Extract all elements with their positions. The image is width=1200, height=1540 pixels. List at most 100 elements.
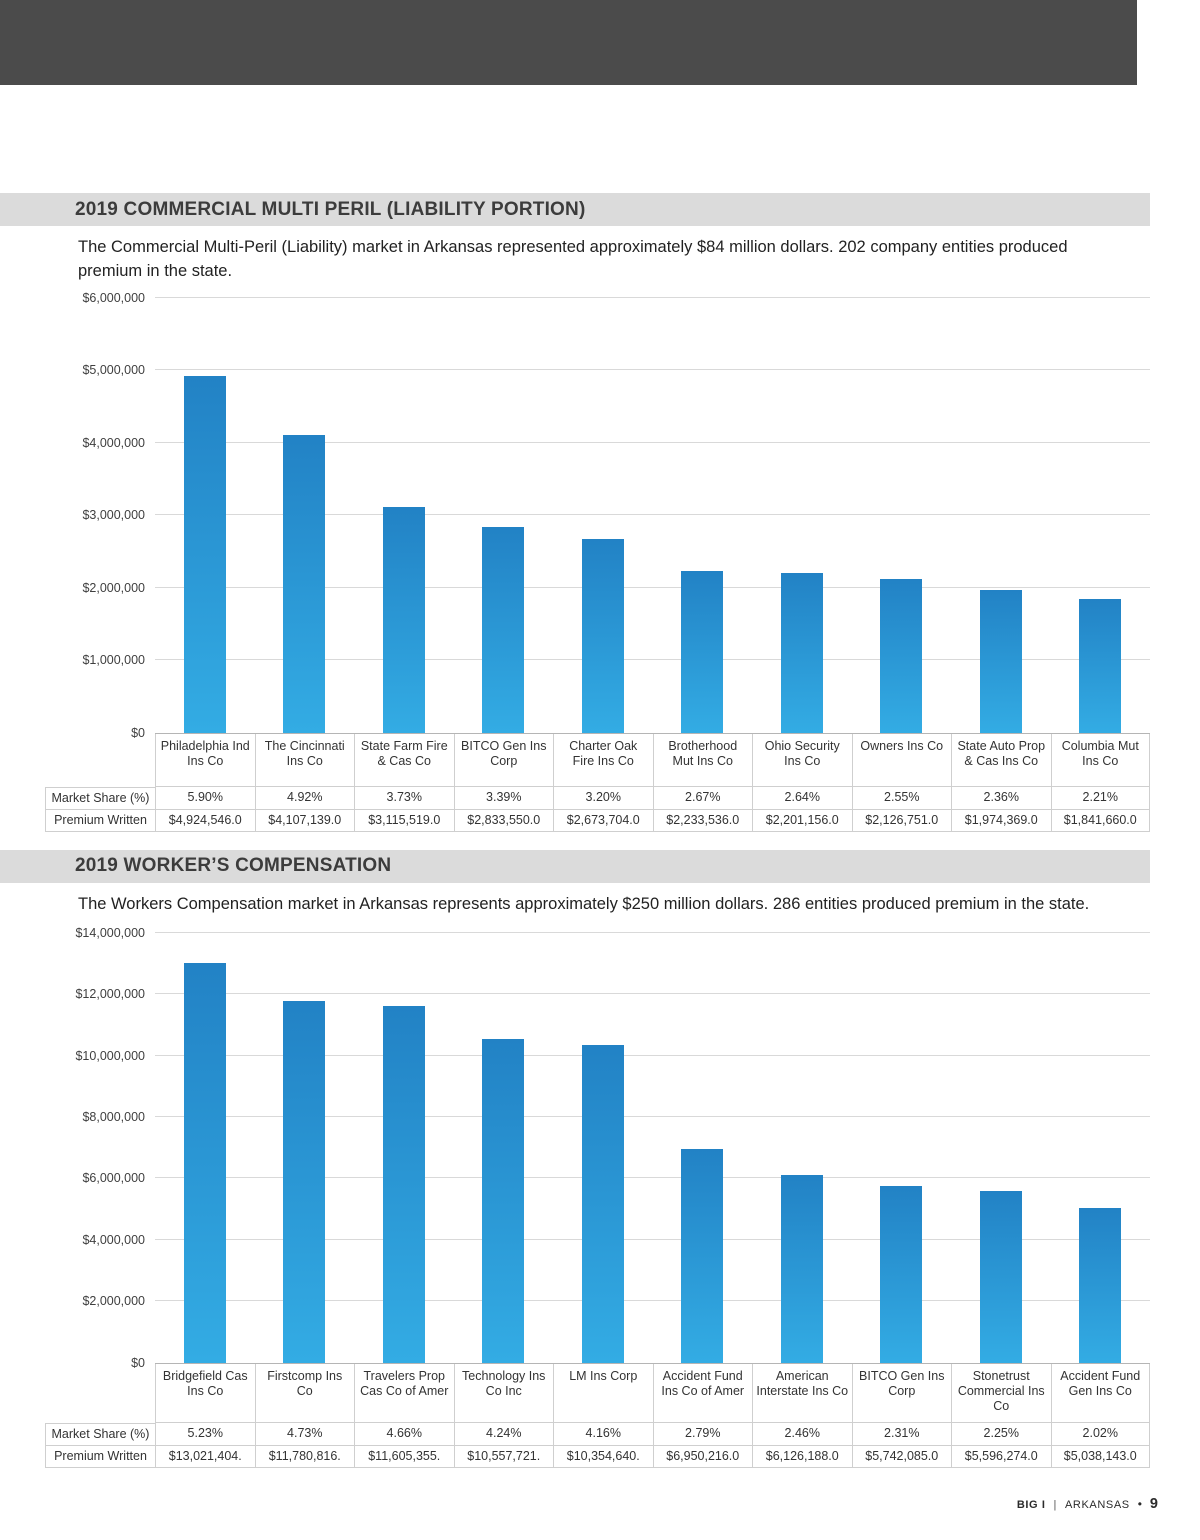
bar [482,527,525,733]
bar-column [653,298,753,733]
market-share-value: 3.73% [354,786,454,810]
bar-column [255,933,355,1363]
category-label: State Farm Fire & Cas Co [354,733,454,787]
bar [283,1000,326,1363]
bar [382,1006,425,1363]
premium-written-value: $4,924,546.0 [155,809,255,832]
bar-column [852,298,952,733]
market-share-value: 2.64% [752,786,852,810]
premium-written-value: $13,021,404. [155,1445,255,1468]
page-content: 2019 COMMERCIAL MULTI PERIL (LIABILITY P… [0,85,1200,1468]
gridline [155,514,1150,516]
gridline [155,659,1150,661]
footer-separator: | [1053,1499,1057,1511]
category-label: Owners Ins Co [851,733,951,787]
premium-written-value: $2,126,751.0 [851,809,951,832]
bar [1079,599,1122,733]
bar-column [752,933,852,1363]
bar [780,1174,823,1363]
premium-written-value: $2,201,156.0 [752,809,852,832]
market-share-row: 5.23% 4.73% 4.66% 4.24% 4.16% 2.79% 2.46% 2.31%… [155,1422,1150,1446]
market-share-value: 4.16% [553,1422,653,1446]
section-description: The Commercial Multi-Peril (Liability) m… [78,238,1068,280]
category-label: BITCO Gen Ins Corp [851,1363,951,1423]
premium-written-value: $11,605,355. [354,1445,454,1468]
market-share-row-header: Market Share (%) [45,1422,155,1446]
bar [382,506,425,733]
bar [880,1186,923,1363]
market-share-row: 5.90% 4.92% 3.73% 3.39% 3.20% 2.67% 2.64% 2.55%… [155,786,1150,810]
footer-bullet-icon: • [1137,1497,1142,1511]
category-label: Accident Fund Gen Ins Co [1050,1363,1150,1423]
bar [681,570,724,733]
bar-series [155,298,1150,733]
category-label: The Cincinnati Ins Co [254,733,354,787]
category-label: BITCO Gen Ins Corp [453,733,553,787]
y-axis-tick-label: $0 [131,725,145,740]
premium-written-value: $6,950,216.0 [652,1445,752,1468]
market-share-value: 4.92% [254,786,354,810]
category-label: LM Ins Corp [553,1363,653,1423]
plot-area [155,931,1151,1363]
market-share-value: 5.90% [155,786,255,810]
premium-written-value: $6,126,188.0 [752,1445,852,1468]
bar-column [354,933,454,1363]
gridline [155,1238,1150,1240]
y-axis-tick-label: $6,000,000 [82,1171,145,1186]
market-share-value: 2.31% [851,1422,951,1446]
bar [581,1044,624,1363]
category-label: Ohio Security Ins Co [752,733,852,787]
y-axis-tick-label: $2,000,000 [82,1294,145,1309]
section-description: The Workers Compensation market in Arkan… [78,894,1090,913]
plot-area [155,296,1150,733]
premium-written-row: $13,021,404. $11,780,816. $11,605,355. $10,… [155,1445,1150,1468]
gridline [155,369,1150,371]
bar-column [951,933,1051,1363]
bar-column [354,298,454,733]
bar-column [454,298,554,733]
gridline [155,1054,1150,1056]
y-axis-tick-label: $6,000,000 [82,290,145,305]
market-share-value: 2.36% [951,786,1051,810]
bar-column [255,298,355,733]
gridline [155,931,1150,933]
y-axis-tick-label: $0 [131,1355,145,1370]
y-axis: $0 $2,000,000 $4,000,000 $6,000,000 $8,000,0… [45,926,155,1370]
premium-written-row: $4,924,546.0 $4,107,139.0 $3,115,519.0 $2,8… [155,809,1150,832]
market-share-value: 5.23% [155,1422,255,1446]
footer-region: ARKANSAS [1065,1499,1130,1511]
premium-written-value: $5,038,143.0 [1050,1445,1150,1468]
page-footer: BIG I | ARKANSAS • 9 [1017,1496,1158,1512]
premium-written-value: $2,673,704.0 [553,809,653,832]
bar [979,1190,1022,1363]
footer-page-number: 9 [1149,1496,1158,1512]
axis-corner [45,733,155,787]
premium-written-row-header: Premium Written [45,1445,155,1468]
section-title-bar: 2019 COMMERCIAL MULTI PERIL (LIABILITY P… [0,193,1150,226]
y-axis-tick-label: $5,000,000 [82,363,145,378]
bar-column [553,298,653,733]
market-share-value: 2.21% [1050,786,1150,810]
premium-written-value: $5,742,085.0 [851,1445,951,1468]
market-share-value: 2.46% [752,1422,852,1446]
bar [780,573,823,733]
bar [1079,1208,1122,1363]
market-share-value: 3.20% [553,786,653,810]
category-label: Brotherhood Mut Ins Co [652,733,752,787]
bar-column [1051,933,1151,1363]
page-header-band [0,0,1137,85]
bar [482,1038,525,1363]
bar-column [454,933,554,1363]
category-label: Charter Oak Fire Ins Co [553,733,653,787]
premium-written-value: $5,596,274.0 [951,1445,1051,1468]
y-axis-tick-label: $10,000,000 [75,1048,145,1063]
bar [880,578,923,733]
premium-written-value: $2,833,550.0 [453,809,553,832]
market-share-value: 2.67% [652,786,752,810]
gridline [155,1300,1150,1302]
category-label: Firstcomp Ins Co [254,1363,354,1423]
gridline [155,993,1150,995]
category-label: Travelers Prop Cas Co of Amer [354,1363,454,1423]
bar-column [852,933,952,1363]
